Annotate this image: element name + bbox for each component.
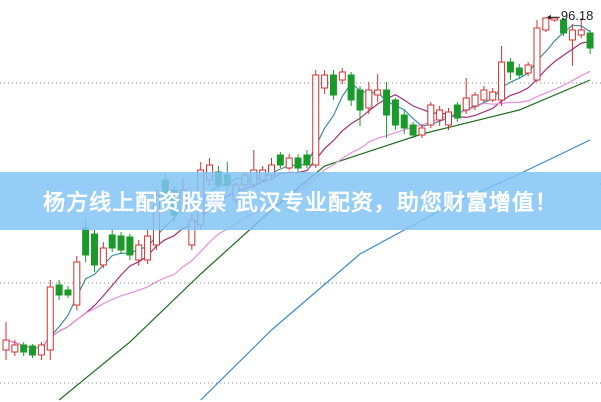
- candle-up: [577, 29, 585, 36]
- candle-down: [400, 114, 408, 129]
- high-marker-arrow-icon: [546, 14, 551, 20]
- candle-up: [542, 17, 550, 31]
- candle-up: [427, 104, 435, 126]
- candle-down: [560, 19, 568, 34]
- candle-up: [46, 286, 54, 351]
- candle-down: [55, 284, 63, 296]
- candle-up: [524, 64, 532, 74]
- candle-up: [498, 61, 506, 101]
- candle-down: [29, 345, 37, 356]
- candle-up: [374, 89, 382, 96]
- candle-up: [551, 17, 559, 21]
- candle-up: [285, 157, 293, 169]
- candle-down: [276, 154, 284, 166]
- candle-up: [144, 235, 152, 261]
- candle-up: [338, 71, 346, 81]
- candle-up: [480, 89, 488, 101]
- candle-up: [11, 344, 19, 353]
- candle-up: [445, 111, 452, 126]
- candle-up: [489, 91, 497, 101]
- candle-up: [418, 127, 426, 136]
- candle-up: [37, 344, 45, 356]
- candle-up: [135, 244, 143, 261]
- candle-down: [117, 235, 125, 251]
- candle-down: [20, 344, 28, 353]
- candle-down: [82, 227, 90, 256]
- candle-down: [515, 67, 523, 76]
- candle-down: [356, 89, 364, 111]
- candle-down: [108, 234, 116, 249]
- candle-up: [321, 74, 329, 89]
- candle-down: [383, 89, 391, 116]
- candle-down: [586, 32, 594, 49]
- promo-banner: 杨方线上配资股票 武汉专业配资，助您财富增值！: [0, 172, 601, 230]
- candle-down: [329, 74, 337, 96]
- candle-up: [462, 97, 470, 111]
- candle-down: [409, 124, 417, 136]
- long-ma-line: [200, 139, 591, 401]
- candle-down: [303, 154, 311, 166]
- candle-up: [312, 74, 320, 166]
- candle-up: [73, 261, 81, 306]
- candle-down: [391, 99, 399, 126]
- high-price-label: 96.18: [560, 8, 594, 24]
- candle-down: [453, 104, 461, 119]
- candle-down: [126, 236, 134, 256]
- banner-text: 杨方线上配资股票 武汉专业配资，助您财富增值！: [43, 191, 558, 216]
- candle-up: [533, 27, 541, 81]
- candle-down: [64, 289, 72, 296]
- candle-up: [365, 89, 373, 109]
- candle-up: [568, 29, 576, 41]
- candle-down: [347, 74, 355, 101]
- candle-up: [436, 109, 444, 121]
- candle-up: [471, 94, 479, 107]
- candle-down: [506, 61, 514, 73]
- candle-up: [2, 339, 10, 351]
- candle-up: [99, 247, 107, 266]
- candle-down: [91, 233, 98, 266]
- candle-down: [294, 157, 302, 169]
